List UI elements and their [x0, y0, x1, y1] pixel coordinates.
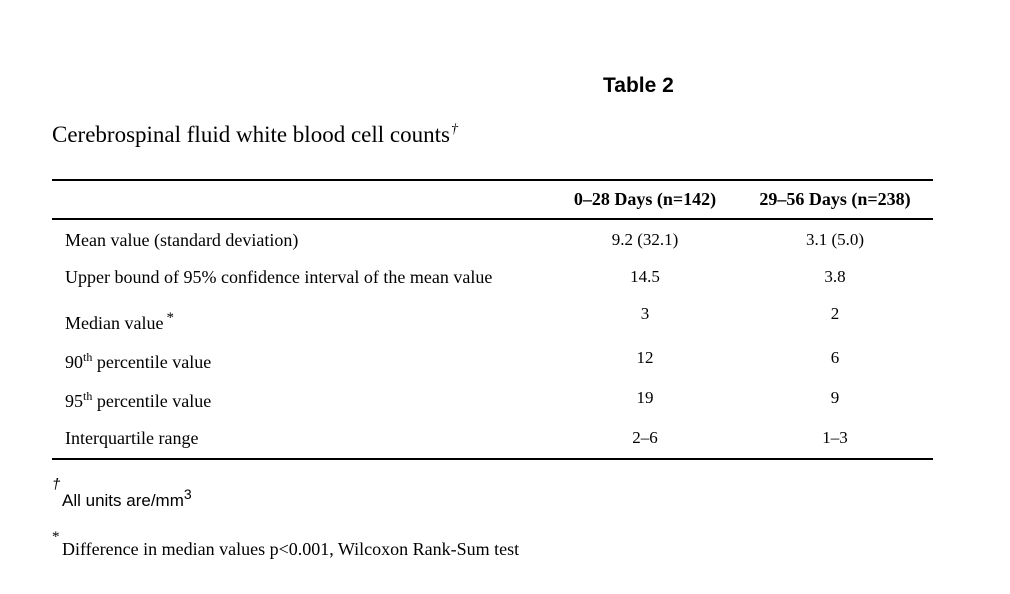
- ordinal-suffix: th: [83, 389, 93, 403]
- row-label-text: percentile value: [92, 352, 212, 372]
- footnote-units-text: All units are/mm: [62, 491, 184, 510]
- row-label: Interquartile range: [65, 428, 199, 448]
- cell-29-56-days: 2: [830, 304, 840, 323]
- table-row: Mean value (standard deviation) 9.2 (32.…: [0, 230, 1010, 254]
- top-rule: [52, 179, 933, 181]
- row-label-number: 90: [65, 352, 83, 372]
- cell-0-28-days: 14.5: [630, 267, 660, 286]
- table-row: Upper bound of 95% confidence interval o…: [0, 267, 1010, 291]
- cell-0-28-days: 2–6: [632, 428, 658, 447]
- row-label: Mean value (standard deviation): [65, 230, 299, 250]
- caption-text: Cerebrospinal fluid white blood cell cou…: [52, 122, 450, 147]
- row-label: 90th percentile value: [65, 350, 211, 373]
- table-row: Interquartile range 2–6 1–3: [0, 428, 1010, 452]
- cell-29-56-days: 1–3: [822, 428, 848, 447]
- bottom-rule: [52, 458, 933, 460]
- header-rule: [52, 218, 933, 220]
- footnote-units: † All units are/mm3: [52, 476, 192, 511]
- row-label-text: Median value: [65, 313, 164, 333]
- cell-29-56-days: 3.8: [824, 267, 846, 286]
- row-label: Median value *: [65, 310, 174, 334]
- cell-29-56-days: 6: [830, 348, 840, 367]
- cell-29-56-days: 3.1 (5.0): [805, 230, 865, 249]
- row-label-number: 95: [65, 391, 83, 411]
- footnote-significance: * Difference in median values p<0.001, W…: [52, 529, 520, 560]
- footnote-text: All units are/mm3: [62, 486, 192, 510]
- column-header-0-28-days: 0–28 Days (n=142): [573, 189, 717, 209]
- footnote-dagger-mark: †: [52, 476, 61, 493]
- column-header-29-56-days: 29–56 Days (n=238): [759, 189, 911, 209]
- caption-dagger-mark: †: [450, 122, 458, 137]
- footnote-text: Difference in median values p<0.001, Wil…: [62, 539, 520, 559]
- footnote-asterisk-mark: *: [52, 529, 60, 545]
- cell-0-28-days: 12: [636, 348, 654, 367]
- table-row: Median value * 3 2: [0, 304, 1010, 334]
- table-row: 90th percentile value 12 6: [0, 348, 1010, 374]
- row-label-text: percentile value: [92, 391, 212, 411]
- footnote-exponent: 3: [183, 486, 192, 502]
- row-label: Upper bound of 95% confidence interval o…: [65, 267, 493, 287]
- cell-29-56-days: 9: [830, 388, 840, 407]
- table-caption: Cerebrospinal fluid white blood cell cou…: [52, 122, 458, 148]
- cell-0-28-days: 3: [640, 304, 650, 323]
- table-row: 95th percentile value 19 9: [0, 388, 1010, 413]
- row-label: 95th percentile value: [65, 389, 211, 412]
- footnote-asterisk-mark: *: [166, 310, 174, 326]
- table-number: Table 2: [603, 74, 674, 97]
- ordinal-suffix: th: [83, 350, 93, 364]
- cell-0-28-days: 9.2 (32.1): [611, 230, 679, 249]
- cell-0-28-days: 19: [636, 388, 654, 407]
